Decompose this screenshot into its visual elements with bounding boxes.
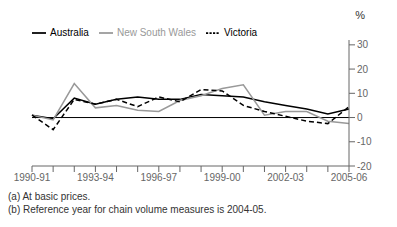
svg-text:-20: -20 — [357, 161, 372, 172]
html-text:(a) At basic prices.: (a) At basic prices. — [8, 191, 91, 202]
svg-text:1993-94: 1993-94 — [77, 172, 114, 183]
svg-text:2005-06: 2005-06 — [331, 172, 368, 183]
svg-text:20: 20 — [357, 64, 369, 75]
svg-text:1996-97: 1996-97 — [140, 172, 177, 183]
svg-text:30: 30 — [357, 39, 369, 50]
svg-text:10: 10 — [357, 88, 369, 99]
html-text:(b) Reference year for chain v: (b) Reference year for chain volume meas… — [8, 204, 267, 215]
html-text:New South Wales: New South Wales — [116, 26, 196, 38]
svg-text:-10: -10 — [357, 136, 372, 147]
html-text:Victoria: Victoria — [224, 26, 258, 38]
svg-text:1990-91: 1990-91 — [14, 172, 51, 183]
svg-text:2002-03: 2002-03 — [267, 172, 304, 183]
svg-text:0: 0 — [357, 112, 363, 123]
html-text:Australia: Australia — [50, 26, 89, 38]
svg-text:1999-00: 1999-00 — [204, 172, 241, 183]
